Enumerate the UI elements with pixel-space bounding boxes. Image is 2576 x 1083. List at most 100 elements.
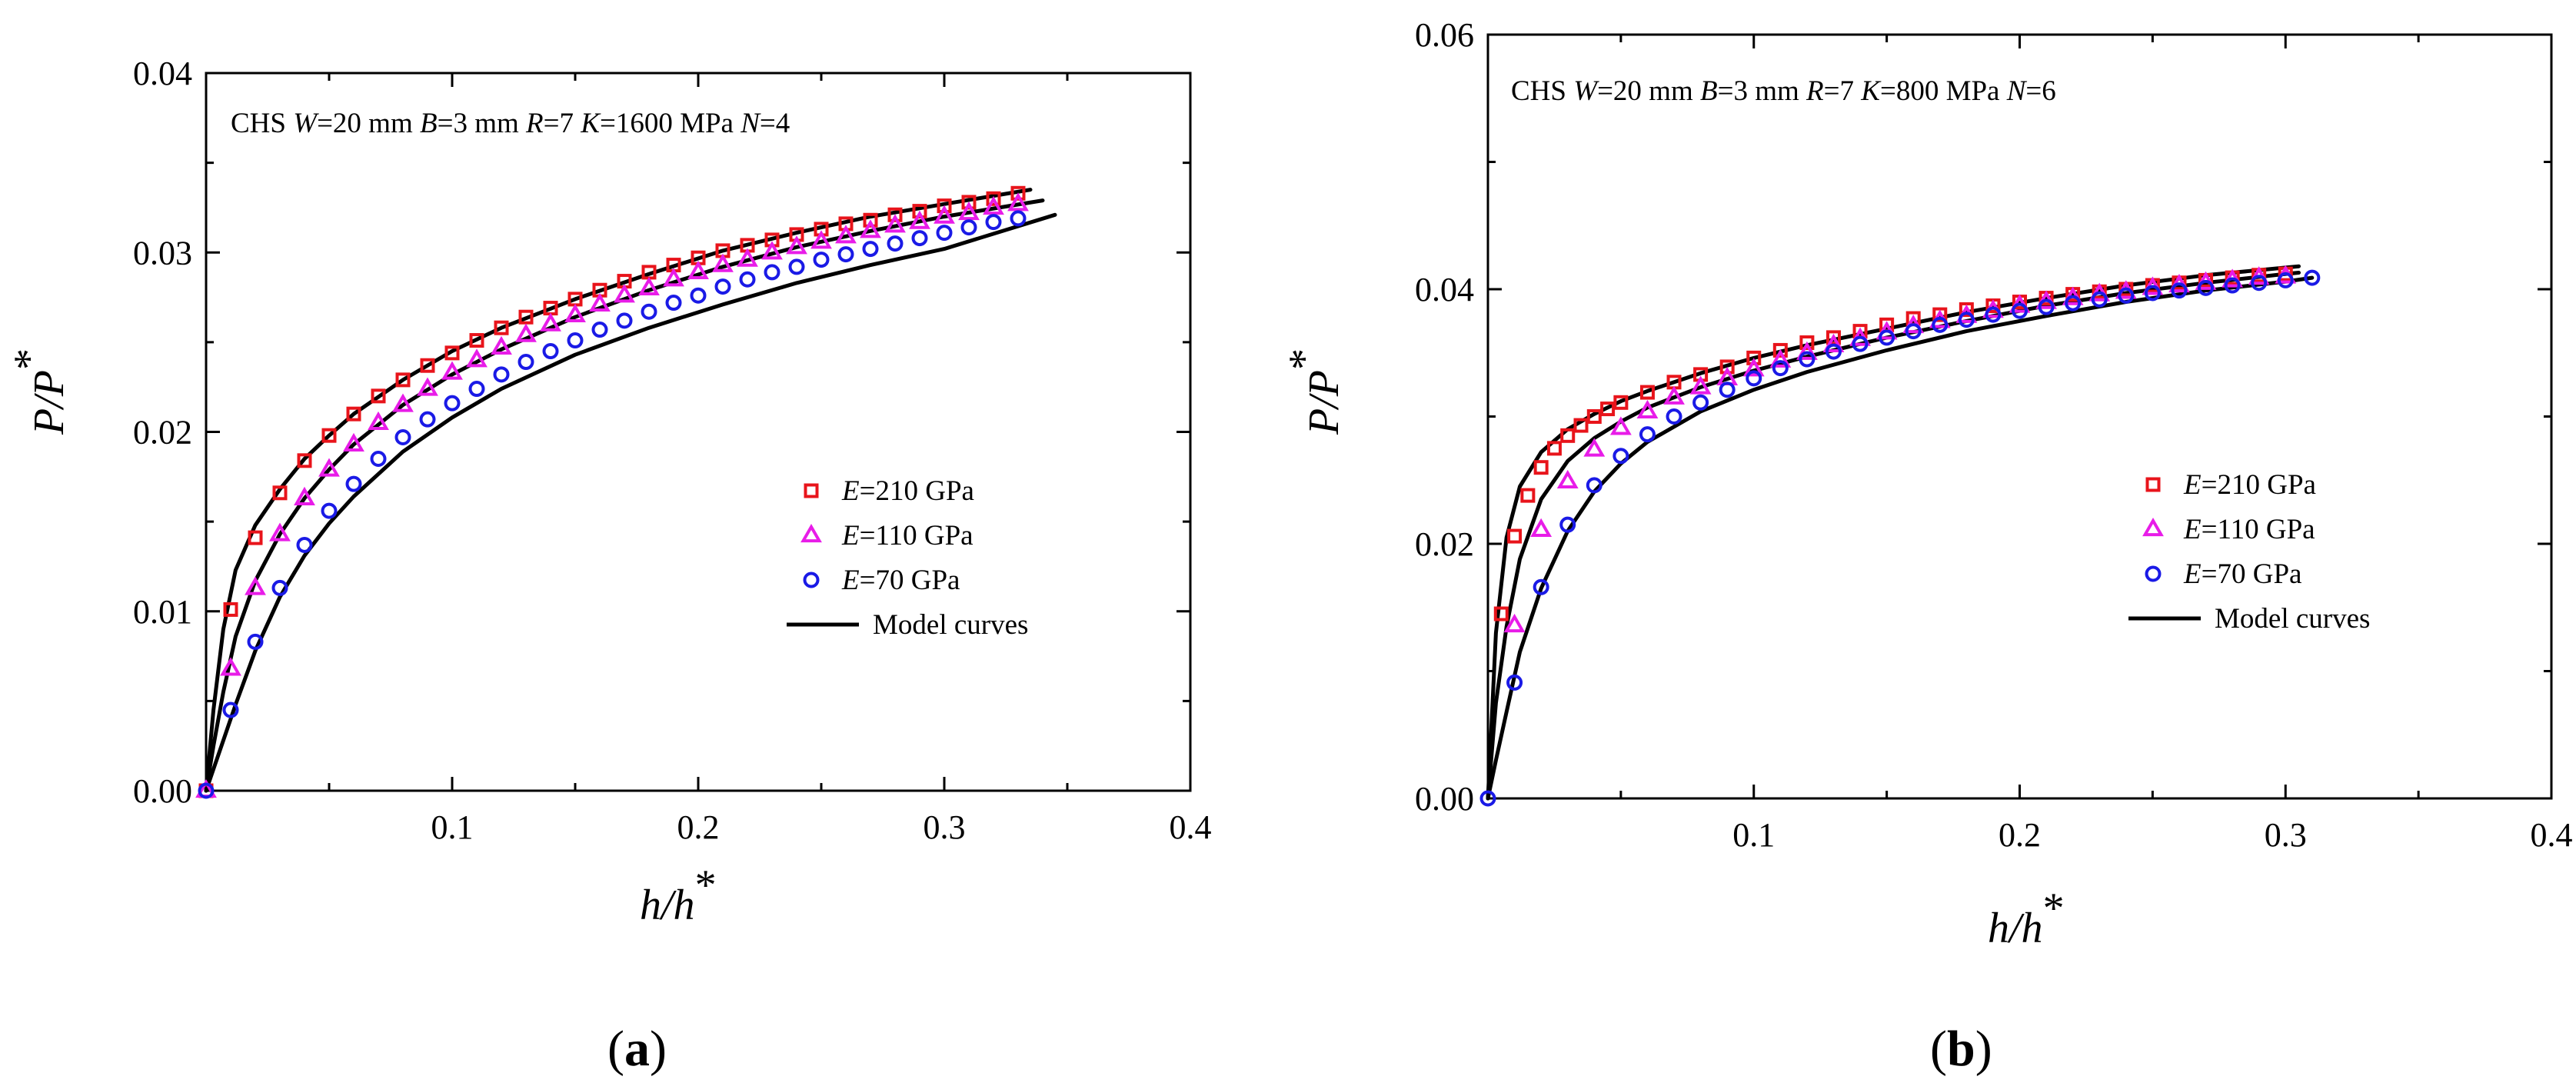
data-point — [1506, 674, 1523, 691]
data-point — [1689, 375, 1712, 395]
data-point — [786, 235, 807, 255]
data-point — [1533, 578, 1549, 595]
x-axis-label: h/h* — [1988, 885, 2065, 952]
data-point — [296, 536, 313, 553]
model-curve-1 — [1486, 264, 2301, 801]
y-tick-label: 0.02 — [1415, 525, 1474, 563]
data-point — [2171, 282, 2188, 299]
data-point — [1493, 606, 1509, 621]
data-point — [469, 333, 484, 348]
panel-label: (b) — [1930, 1021, 1992, 1077]
data-point — [518, 309, 534, 325]
data-point — [370, 450, 387, 467]
data-point — [961, 195, 977, 210]
data-point — [714, 278, 731, 295]
data-point — [862, 241, 879, 258]
data-point — [1010, 210, 1027, 227]
data-point — [1822, 333, 1845, 352]
data-point — [368, 411, 389, 430]
data-point — [1613, 395, 1629, 410]
data-point — [567, 332, 584, 349]
data-point — [2144, 285, 2161, 302]
data-point — [2304, 269, 2321, 286]
data-point — [1636, 399, 1659, 419]
x-tick-label: 0.2 — [1999, 816, 2041, 854]
data-point — [345, 475, 362, 492]
data-point — [1612, 448, 1629, 465]
data-point — [1825, 343, 1842, 360]
data-point — [198, 782, 215, 799]
data-point — [245, 576, 266, 595]
data-point — [937, 198, 952, 214]
data-point — [515, 323, 537, 342]
chart-panel-b: 0.1 0.2 0.3 0.4 0.00 0.02 0.04 0.06 CHS W=20 mm … — [1280, 16, 2573, 1077]
data-point — [518, 354, 534, 371]
data-point — [663, 268, 684, 287]
data-point — [321, 428, 337, 443]
data-point — [564, 303, 586, 323]
data-point — [271, 579, 288, 596]
data-point — [1663, 385, 1685, 405]
legend-marker — [2145, 477, 2161, 492]
data-point — [912, 204, 927, 219]
data-point — [441, 361, 463, 380]
data-point — [863, 212, 878, 228]
data-point — [1556, 469, 1579, 489]
data-point — [318, 458, 340, 477]
data-point — [269, 522, 291, 542]
legend-label: Model curves — [2215, 603, 2370, 635]
data-point — [1746, 370, 1762, 387]
legend-marker — [803, 571, 820, 588]
x-tick-label: 0.1 — [1732, 816, 1775, 854]
data-point — [247, 633, 264, 650]
x-axis-label: h/h* — [640, 861, 717, 929]
x-tick-label: 0.3 — [924, 808, 966, 846]
data-point — [1530, 518, 1553, 537]
legend-label: E=110 GPa — [841, 520, 973, 551]
data-point — [444, 395, 461, 412]
data-point — [1507, 528, 1523, 544]
data-point — [1799, 335, 1815, 351]
data-point — [1796, 341, 1818, 360]
data-point — [911, 230, 928, 247]
data-point — [540, 312, 561, 332]
data-point — [810, 230, 832, 249]
data-point — [1769, 348, 1792, 368]
data-point — [1560, 428, 1576, 443]
x-tick-label: 0.4 — [1170, 808, 1212, 846]
data-point — [2091, 291, 2108, 308]
data-point — [1010, 185, 1026, 201]
series-circle — [1479, 269, 2321, 807]
data-point — [248, 530, 263, 545]
series-triangle — [195, 192, 1029, 798]
data-point — [1825, 330, 1841, 345]
data-point — [641, 303, 657, 320]
x-tick-label: 0.1 — [431, 808, 474, 846]
data-point — [1583, 438, 1606, 457]
panel-label: (a) — [607, 1021, 667, 1077]
data-point — [2251, 275, 2268, 292]
legend: E=210 GPa E=110 GPa E=70 GPa Model curves — [787, 475, 1028, 641]
data-point — [1639, 385, 1655, 400]
data-point — [466, 348, 488, 368]
data-point — [272, 485, 288, 501]
data-point — [394, 428, 411, 445]
y-tick-label: 0.03 — [133, 234, 192, 272]
y-tick-label: 0.02 — [133, 414, 192, 452]
data-point — [2065, 295, 2082, 312]
data-point — [1985, 306, 2002, 323]
data-point — [1879, 329, 1895, 346]
data-point — [884, 214, 906, 233]
data-point — [1772, 342, 1788, 358]
data-point — [1007, 192, 1029, 212]
data-point — [493, 366, 510, 383]
model-curve-2 — [1486, 271, 2301, 801]
y-tick-label: 0.04 — [133, 55, 192, 92]
legend-label: E=70 GPa — [841, 565, 960, 596]
plot-frame — [205, 72, 1192, 792]
data-point — [2012, 302, 2028, 319]
legend-label: E=210 GPa — [841, 475, 974, 507]
data-point — [1958, 312, 1975, 328]
x-tick-label: 0.2 — [677, 808, 720, 846]
